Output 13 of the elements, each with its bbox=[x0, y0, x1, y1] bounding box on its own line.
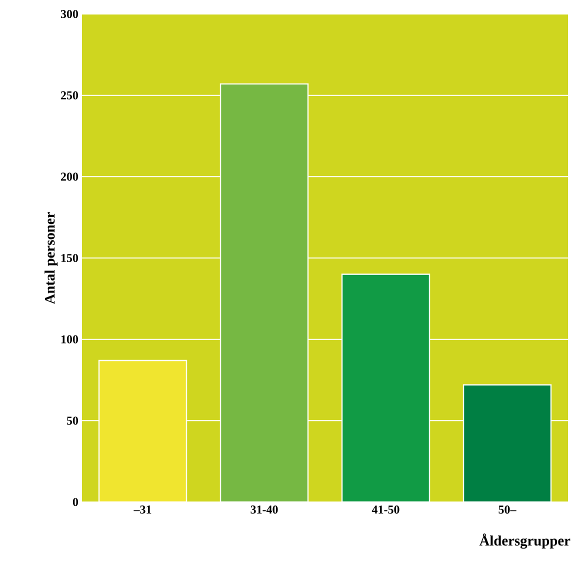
y-tick-label: 150 bbox=[61, 254, 78, 262]
y-tick-label: 200 bbox=[60, 172, 78, 181]
y-tick-label: 250 bbox=[60, 91, 78, 100]
x-tick-label: –31 bbox=[134, 506, 152, 514]
x-axis-title: Åldersgrupper bbox=[479, 534, 570, 549]
x-tick-label: 50– bbox=[498, 506, 516, 514]
y-tick-label: 100 bbox=[61, 335, 78, 344]
y-tick-label: 50 bbox=[66, 416, 78, 425]
x-tick-label: 41-50 bbox=[372, 506, 400, 514]
y-tick-label: 0 bbox=[72, 498, 78, 506]
y-tick-label: 300 bbox=[60, 10, 78, 18]
y-axis-title: Antal personer bbox=[44, 212, 58, 304]
x-tick-label: 31-40 bbox=[250, 506, 278, 514]
